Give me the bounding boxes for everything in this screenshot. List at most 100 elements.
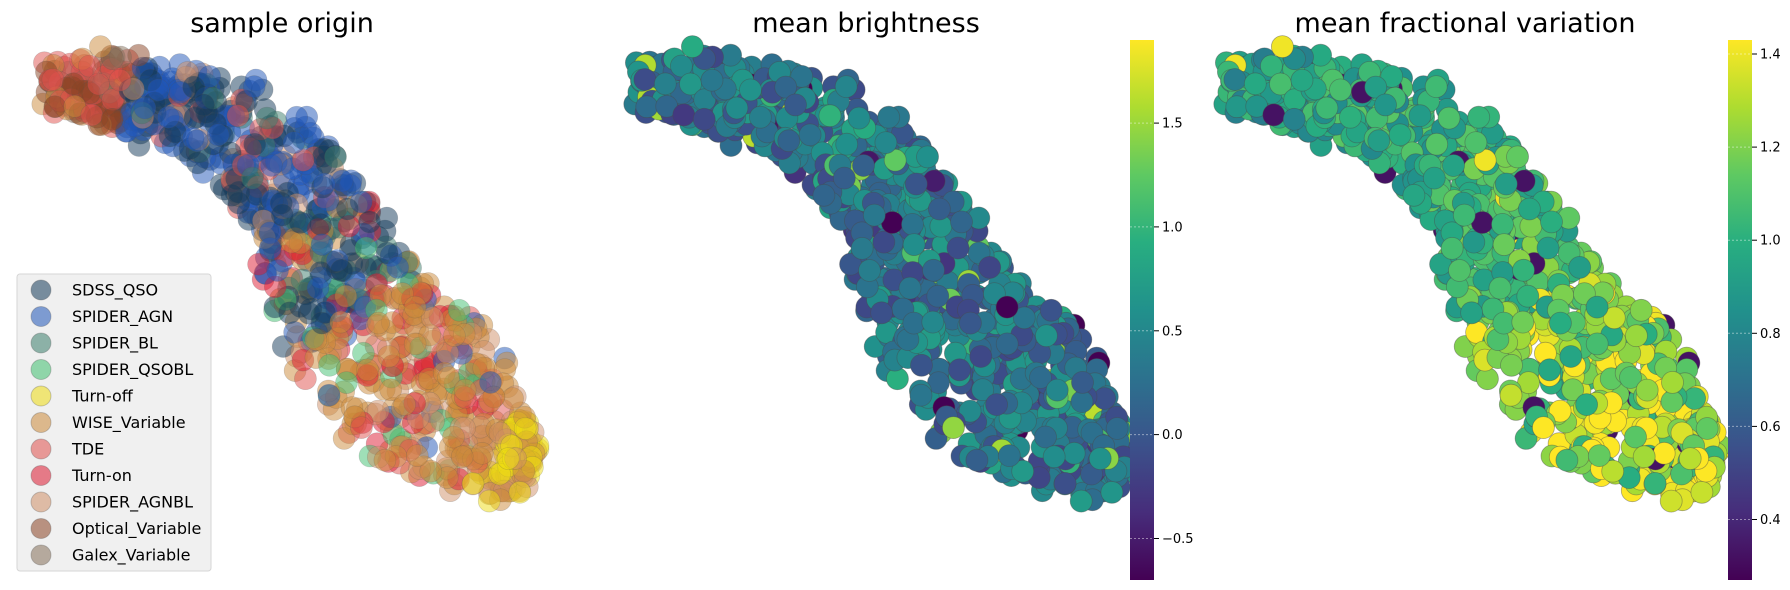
scatter-point: [1223, 68, 1247, 91]
scatter-point: [978, 255, 1002, 279]
scatter-point: [858, 259, 881, 282]
scatter-point: [100, 108, 124, 131]
scatter-point: [1374, 93, 1397, 117]
scatter-point: [948, 358, 971, 382]
scatter-point: [910, 353, 933, 377]
scatter-point: [310, 233, 334, 256]
scatter-point: [461, 472, 485, 495]
scatter-point: [1042, 445, 1066, 469]
scatter-point: [862, 203, 886, 227]
scatter-point: [258, 237, 282, 260]
legend-frame: [16, 273, 212, 572]
scatter-points: [31, 35, 550, 513]
scatter-point: [1632, 445, 1656, 469]
scatter-point: [1511, 310, 1535, 334]
scatter-point: [653, 72, 677, 96]
scatter-point: [470, 441, 494, 465]
scatter-point: [1549, 311, 1572, 335]
colorbar-tick-label: 1.0: [1162, 220, 1183, 235]
scatter-point: [447, 298, 471, 322]
scatter-point: [405, 444, 429, 467]
scatter-point: [1559, 345, 1583, 368]
scatter-point: [777, 129, 801, 153]
scatter-point: [437, 366, 460, 389]
scatter-point: [1464, 131, 1488, 155]
scatter-point: [336, 197, 359, 221]
scatter-point: [403, 295, 427, 319]
scatter-point: [1440, 236, 1464, 260]
scatter-point: [260, 154, 283, 177]
scatter-point: [309, 213, 332, 236]
scatter-point: [1629, 298, 1653, 322]
colorbar-tick-label: 0.8: [1760, 327, 1781, 342]
scatter-point: [921, 310, 945, 334]
scatter-point: [285, 105, 309, 129]
scatter-point: [870, 301, 893, 325]
scatter-point: [692, 107, 716, 131]
scatter-point: [87, 72, 110, 96]
scatter-point: [1491, 212, 1514, 236]
scatter-point: [108, 68, 132, 92]
scatter-point: [243, 132, 266, 156]
scatter-point: [904, 172, 928, 196]
scatter-point: [877, 105, 901, 129]
scatter-point: [62, 72, 85, 96]
scatter-point: [1367, 129, 1391, 153]
scatter-point: [1408, 104, 1432, 128]
scatter-point: [278, 301, 301, 325]
legend-marker: [30, 306, 52, 327]
scatter-point: [1540, 210, 1563, 234]
scatter-point: [1492, 233, 1516, 257]
scatter-point: [450, 445, 474, 469]
scatter-point: [226, 104, 250, 127]
scatter-point: [1069, 489, 1093, 513]
legend-label: SPIDER_BL: [72, 334, 158, 354]
scatter-point: [1425, 132, 1449, 156]
scatter-point: [443, 324, 466, 348]
scatter-point: [185, 129, 209, 152]
colorbar: −0.5 0.0 0.5 1.0 1.5: [1130, 40, 1194, 580]
scatter-points: [623, 35, 1142, 513]
scatter-point: [874, 131, 898, 155]
scatter-point: [1035, 324, 1058, 348]
scatter-point: [453, 378, 477, 402]
scatter-point: [681, 35, 704, 58]
panel-mean-brightness: mean brightness −0.5 0.0 0.5 1.0 1.5: [623, 8, 1194, 580]
scatter-point: [700, 68, 724, 92]
scatter-point: [995, 295, 1019, 319]
scatter-point: [985, 393, 1008, 417]
scatter-point: [1422, 166, 1446, 190]
scatter-point: [386, 256, 410, 279]
scatter-point: [403, 332, 427, 356]
scatter-point: [442, 425, 465, 449]
legend-label: WISE_Variable: [72, 413, 186, 433]
legend: SDSS_QSO SPIDER_AGN SPIDER_BL SPIDER_QSOBL T…: [16, 273, 212, 572]
scatter-point: [1448, 259, 1471, 282]
scatter-point: [198, 65, 221, 88]
scatter-point: [834, 75, 858, 98]
legend-marker: [30, 359, 52, 380]
scatter-point: [916, 145, 939, 169]
scatter-point: [1695, 417, 1719, 440]
scatter-point: [1488, 276, 1512, 300]
scatter-point: [1625, 324, 1648, 348]
scatter-point: [41, 68, 65, 91]
scatter-point: [847, 106, 871, 130]
scatter-point: [1088, 447, 1112, 471]
scatter-point: [872, 230, 896, 254]
scatter-point: [1585, 295, 1609, 319]
colorbar-tick-label: 1.0: [1760, 234, 1781, 249]
panel-sample-origin: sample origin SDSS_QSO SPIDER_AGN SPIDER_B…: [16, 8, 550, 572]
scatter-point: [306, 276, 330, 300]
scatter-point: [354, 236, 378, 260]
scatter-point: [995, 332, 1019, 356]
scatter-point: [1271, 35, 1294, 58]
panel-title: sample origin: [190, 8, 374, 39]
scatter-point: [635, 95, 659, 119]
scatter-point: [192, 93, 215, 117]
legend-marker: [30, 412, 52, 433]
scatter-point: [496, 447, 520, 470]
scatter-point: [1045, 378, 1069, 402]
scatter-point: [1624, 425, 1647, 449]
